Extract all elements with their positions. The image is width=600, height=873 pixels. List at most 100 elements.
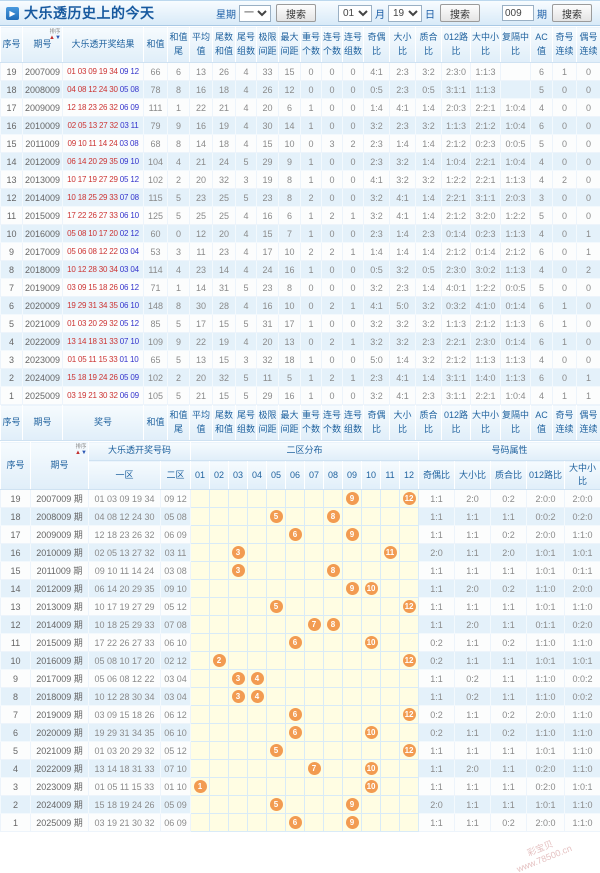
zone-cell [380, 597, 401, 617]
zone-cell [209, 687, 230, 707]
week-search-button[interactable]: 搜索 [276, 4, 316, 22]
stat-cell: 0 [300, 278, 322, 297]
table-row: 2 2024009 期 15 18 19 24 26 05 09 5 9 2:0 1:1 1:1… [0, 795, 600, 815]
sort-arrows-icon[interactable]: ▲▼ [49, 35, 61, 41]
month-select[interactable]: 01 [338, 4, 372, 22]
stat-cell: 3:2 [415, 170, 442, 189]
zone-cell: 6 [285, 633, 306, 653]
stat-cell: 13 [189, 62, 213, 81]
stat-cell: 109 [143, 332, 168, 351]
stat-cell: 78 [143, 80, 168, 99]
table-row: 2 2024009 15 18 19 24 26 05 09 102 2 20 32 5 11 5… [0, 368, 600, 387]
sort-toggle[interactable]: 排序 ▲▼ [75, 444, 87, 456]
zone-cell [361, 705, 382, 725]
zone-cell: 8 [323, 507, 344, 527]
stat-cell: 1 [342, 206, 364, 225]
back-number-ball: 9 [345, 582, 359, 596]
date-search-button[interactable]: 搜索 [440, 4, 480, 22]
sort-desc-icon[interactable]: ▼ [54, 35, 61, 41]
issue-cell: 2022009 期 [30, 759, 89, 779]
col-header: 期号 排序 ▲▼ [22, 26, 63, 63]
issue-input[interactable] [502, 5, 534, 21]
zone-cell [361, 561, 382, 581]
stat-cell: 3:2 [389, 332, 416, 351]
stat-cell: 6 [530, 368, 553, 387]
zone-cell [247, 615, 268, 635]
stat-cell: 14 [212, 260, 236, 279]
zone-cell [304, 525, 325, 545]
stat-cell: 4 [530, 386, 553, 405]
stat-cell: 2:3 [389, 278, 416, 297]
issue-search-button[interactable]: 搜索 [552, 4, 592, 22]
sort-toggle[interactable]: 排序 ▲▼ [49, 29, 61, 41]
stat-cell: 22 [189, 332, 213, 351]
attr-cell: 1:1 [418, 741, 456, 761]
stat-cell: 1:1:3 [500, 170, 531, 189]
zone-cell [323, 813, 344, 833]
sort-asc-icon[interactable]: ▲ [49, 35, 55, 41]
zone-cell [266, 633, 287, 653]
attr-cell: 1:1 [454, 633, 492, 653]
stat-cell: 0 [552, 350, 577, 369]
attr-cell: 0:0:2 [564, 669, 600, 689]
back-number-ball: 2 [212, 654, 226, 668]
zone-cell [228, 489, 249, 509]
zone-cell [342, 507, 363, 527]
week-select[interactable]: 一 [239, 4, 271, 22]
zone-cell [285, 597, 306, 617]
attr-cell: 1:1 [490, 615, 528, 635]
stat-cell: 29 [256, 152, 279, 171]
stat-cell: 5 [235, 386, 257, 405]
result-cell: 03 19 21 30 32 06 09 [62, 386, 144, 405]
attr-cell: 1:0:1 [564, 543, 600, 563]
issue-cell: 2022009 [22, 332, 63, 351]
stat-cell: 5 [167, 350, 190, 369]
back-number-ball: 10 [364, 582, 378, 596]
attr-cell: 2:0 [418, 543, 456, 563]
attr-cell: 1:1 [490, 687, 528, 707]
stat-cell: 1:2:2 [470, 278, 501, 297]
zone-cell [361, 543, 382, 563]
attr-cell: 1:1 [418, 597, 456, 617]
stat-cell: 102 [143, 170, 168, 189]
col-header-attr: 奇偶比 [418, 459, 456, 491]
zone-cell: 8 [323, 561, 344, 581]
stat-cell: 4:1 [389, 98, 416, 117]
day-select[interactable]: 19 [388, 4, 422, 22]
table-row: 7 2019009 03 09 15 18 26 06 12 71 1 14 31 5 23 8 0… [0, 278, 600, 297]
stat-cell: 10 [278, 134, 301, 153]
zone-cell [228, 813, 249, 833]
stat-cell: 20 [212, 224, 236, 243]
seq-cell: 18 [0, 80, 23, 99]
attr-cell: 2:0:0 [526, 813, 566, 833]
attr-cell: 2:0 [454, 615, 492, 635]
seq-cell: 19 [0, 489, 31, 509]
stat-cell: 4:1 [363, 170, 390, 189]
result-cell: 01 03 09 19 34 09 12 [62, 62, 144, 81]
sort-desc-icon[interactable]: ▼ [80, 450, 87, 456]
stat-cell: 2:0:3 [441, 98, 471, 117]
sort-arrows-icon[interactable]: ▲▼ [75, 450, 87, 456]
table-row: 9 2017009 05 06 08 12 22 03 04 53 3 11 23 4 17 10… [0, 242, 600, 261]
back-number-ball: 3 [231, 672, 245, 686]
stat-cell: 1 [552, 314, 577, 333]
result-cell: 13 14 18 31 33 07 10 [62, 332, 144, 351]
seq-cell: 3 [0, 777, 31, 797]
zone-cell [247, 741, 268, 761]
issue-cell: 2025009 [22, 386, 63, 405]
search-controls: 星期 一 搜索 01 月 19 日 搜索 期 搜索 [216, 4, 594, 22]
issue-cell: 2023009 [22, 350, 63, 369]
stat-cell: 2:3 [363, 224, 390, 243]
stat-cell: 2 [321, 296, 343, 315]
zone-cell [304, 579, 325, 599]
sort-asc-icon[interactable]: ▲ [75, 450, 81, 456]
back-number-ball: 10 [364, 636, 378, 650]
stat-cell: 4:1 [389, 206, 416, 225]
table-row: 4 2022009 13 14 18 31 33 07 10 109 9 22 19 4 20 1… [0, 332, 600, 351]
attr-cell: 0:2 [490, 705, 528, 725]
stat-cell: 6 [530, 332, 553, 351]
zone-cell [266, 525, 287, 545]
stat-cell: 6 [530, 314, 553, 333]
zone-cell [399, 687, 420, 707]
zone-cell [190, 597, 211, 617]
